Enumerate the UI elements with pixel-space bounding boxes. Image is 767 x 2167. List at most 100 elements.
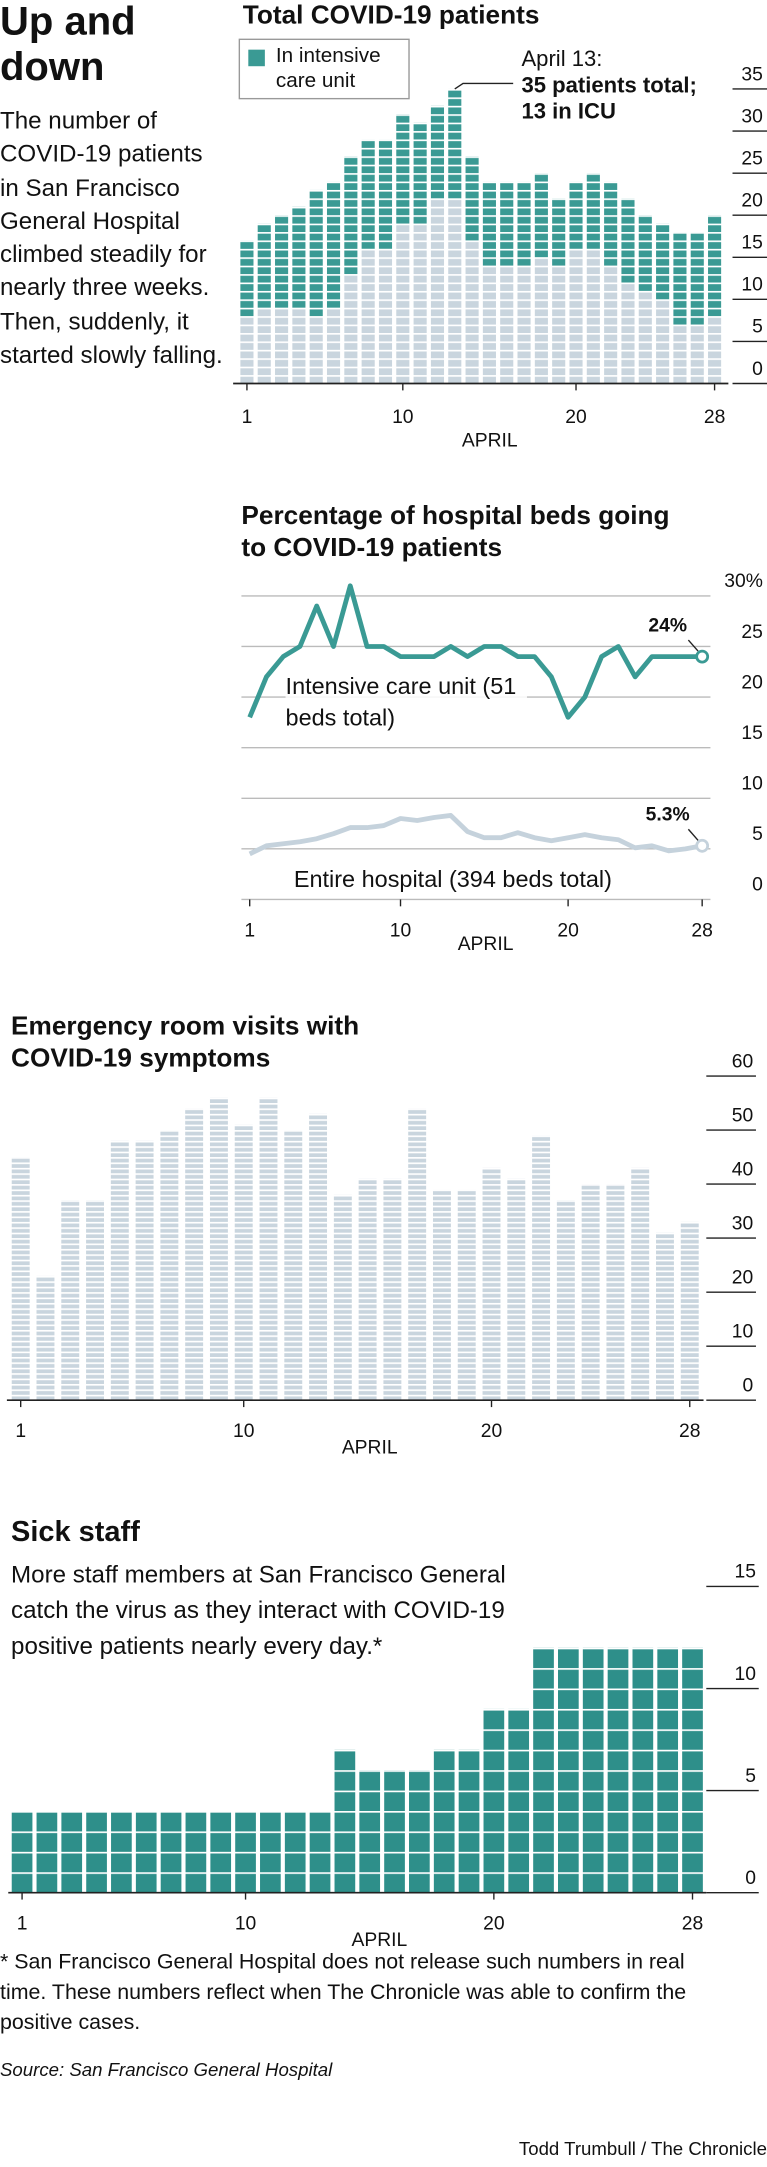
y-tick-label: 15 [741, 723, 762, 744]
y-tick-label: 20 [741, 672, 762, 693]
bar [326, 307, 341, 384]
intro: The number of COVID-19 patients in San F… [0, 106, 223, 369]
x-tick-label: 20 [557, 920, 578, 941]
bar [240, 240, 254, 317]
chart-title: Sick staff [11, 1516, 140, 1548]
bar [260, 1811, 281, 1893]
bar [326, 181, 341, 308]
bar [482, 181, 496, 266]
bar [361, 248, 375, 384]
bar [160, 1811, 182, 1893]
value-label: 5.3% [646, 805, 690, 826]
bar [673, 324, 687, 384]
bar [334, 1749, 356, 1893]
bar [11, 1811, 33, 1893]
bar [552, 265, 566, 384]
x-tick-label: 10 [233, 1421, 254, 1442]
bar [517, 181, 531, 266]
y-tick-label: 30 [741, 106, 762, 127]
bar [430, 198, 445, 384]
bar [309, 316, 323, 384]
bar [632, 1647, 654, 1893]
x-axis-title: APRIL [458, 934, 514, 955]
x-tick-label: 20 [565, 407, 586, 428]
x-tick-label: 10 [390, 920, 411, 941]
y-tick-label: 30 [732, 1213, 753, 1234]
y-tick-label: 35 [741, 64, 762, 85]
bar [465, 156, 479, 241]
bar [359, 1770, 381, 1893]
bar [413, 122, 427, 224]
bar [432, 1189, 451, 1401]
y-tick-label: 20 [732, 1267, 753, 1288]
bar [448, 198, 462, 384]
bar [533, 1647, 554, 1893]
bar [482, 265, 496, 384]
x-tick-label: 10 [392, 407, 413, 428]
x-tick-label: 1 [17, 1913, 28, 1934]
bar [682, 1647, 703, 1893]
bar [358, 1178, 377, 1401]
bar [292, 206, 306, 308]
bar [556, 1200, 575, 1401]
bar [135, 1811, 157, 1893]
bar [309, 1113, 328, 1401]
annotation-leader [454, 82, 514, 90]
bar [457, 1189, 476, 1401]
bar [86, 1811, 107, 1893]
bar [558, 1647, 579, 1893]
bar [690, 324, 704, 384]
bar [680, 1221, 699, 1401]
x-tick-label: 1 [244, 920, 255, 941]
y-tick-label: 20 [741, 191, 762, 212]
bar [532, 1135, 551, 1401]
bar [657, 1647, 679, 1893]
bar [309, 189, 323, 317]
bar [275, 307, 289, 384]
y-tick-label: 10 [734, 1664, 755, 1685]
bar [257, 223, 271, 308]
bar [606, 1184, 625, 1401]
bar [638, 290, 652, 384]
bar [604, 265, 618, 384]
y-tick-label: 60 [732, 1051, 753, 1072]
legend-label: In intensive care unit [275, 44, 381, 93]
bar [275, 215, 289, 308]
bar [430, 105, 445, 199]
bar [110, 1140, 129, 1401]
end-point [695, 838, 710, 853]
bar [517, 265, 531, 384]
bar [86, 1200, 104, 1401]
bar [36, 1275, 55, 1401]
bar [61, 1811, 83, 1893]
label-leader [687, 639, 699, 652]
bar [569, 181, 583, 249]
bar [656, 299, 670, 384]
bar [534, 173, 548, 258]
bar [586, 248, 600, 384]
bar [708, 215, 722, 317]
credit: Todd Trumbull / The Chronicle [518, 2138, 767, 2159]
bar [534, 257, 548, 384]
bar [413, 223, 427, 384]
bar [621, 282, 635, 384]
bar [284, 1811, 306, 1893]
y-tick-label: 10 [741, 275, 762, 296]
y-tick-label: 0 [742, 1375, 753, 1396]
x-tick-label: 28 [691, 920, 712, 941]
chart-title: Total COVID-19 patients [242, 1, 540, 31]
bar [235, 1811, 256, 1893]
bar [508, 1708, 530, 1893]
bar [209, 1097, 228, 1401]
y-tick-label: 0 [752, 359, 763, 380]
bar [240, 316, 254, 384]
y-tick-label: 5 [752, 317, 763, 338]
bar [185, 1811, 207, 1893]
bar [607, 1647, 629, 1893]
bar [396, 223, 410, 384]
bar [135, 1140, 154, 1401]
y-tick-label: 40 [732, 1159, 753, 1180]
annotation: April 13: 35 patients total; 13 in ICU [521, 46, 722, 126]
bar [507, 1178, 526, 1401]
